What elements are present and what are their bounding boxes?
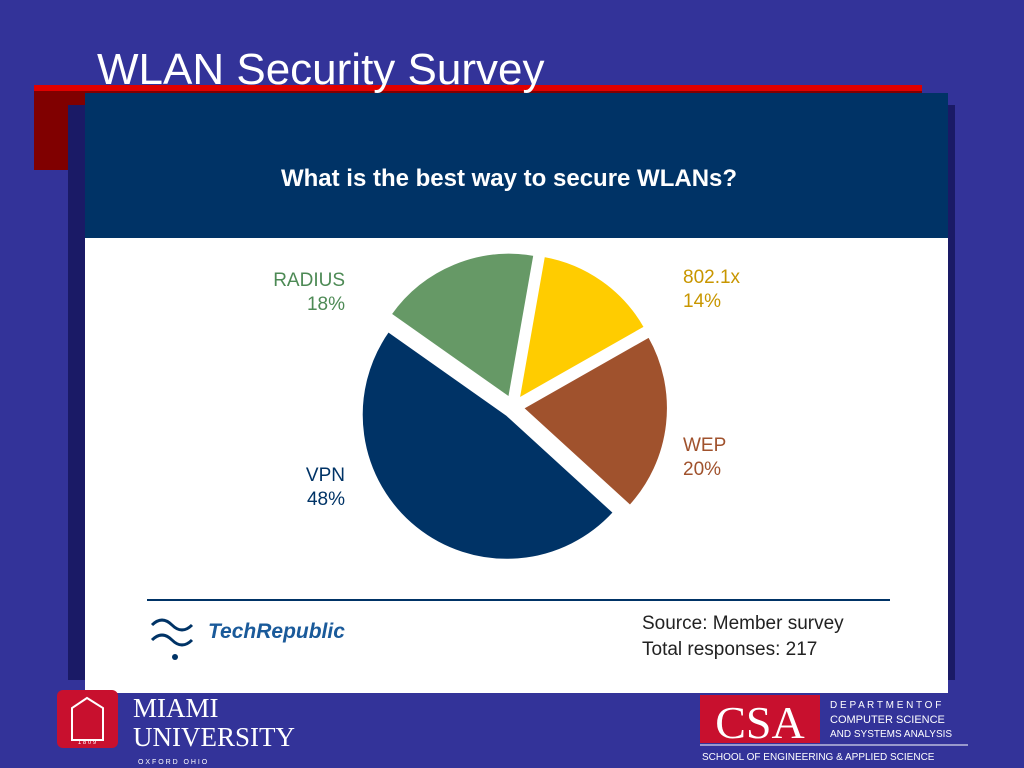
source-note: Source: Member survey [642, 613, 844, 634]
school-line: SCHOOL OF ENGINEERING & APPLIED SCIENCE [702, 752, 935, 763]
university-line: MIAMI [133, 693, 219, 723]
brand: TechRepublic [208, 620, 345, 643]
pie-slice [521, 335, 669, 508]
slice-label: VPN [306, 465, 345, 486]
university-line: UNIVERSITY [133, 722, 295, 752]
pie-slice [360, 329, 616, 561]
dept-line: AND SYSTEMS ANALYSIS [830, 729, 952, 740]
slide-title: WLAN Security Survey [97, 45, 544, 94]
slice-label: 802.1x [683, 267, 741, 288]
total-note: Total responses: 217 [642, 639, 817, 660]
university-city: O X F O R D O H I O [138, 759, 208, 766]
brand-logo [150, 618, 194, 647]
slice-value: 20% [683, 459, 721, 480]
chart-header [85, 93, 948, 238]
chart-title: What is the best way to secure WLANs? [281, 165, 737, 192]
dept-line: D E P A R T M E N T O F [830, 700, 941, 711]
dept-line: COMPUTER SCIENCE [830, 714, 945, 726]
slice-label: WEP [683, 435, 726, 456]
pie-slice [389, 251, 536, 400]
accent-line [34, 85, 922, 91]
slice-value: 18% [307, 294, 345, 315]
miami-logo-mark [71, 696, 104, 741]
slice-value: 48% [307, 489, 345, 510]
slice-label: RADIUS [273, 270, 345, 291]
csa-logo [700, 695, 820, 743]
pie-slice [517, 254, 647, 401]
miami-year: 1 8 0 9 [78, 740, 97, 746]
slice-value: 14% [683, 291, 721, 312]
csa-text: CSA [715, 697, 804, 748]
brand-dot [172, 654, 178, 660]
